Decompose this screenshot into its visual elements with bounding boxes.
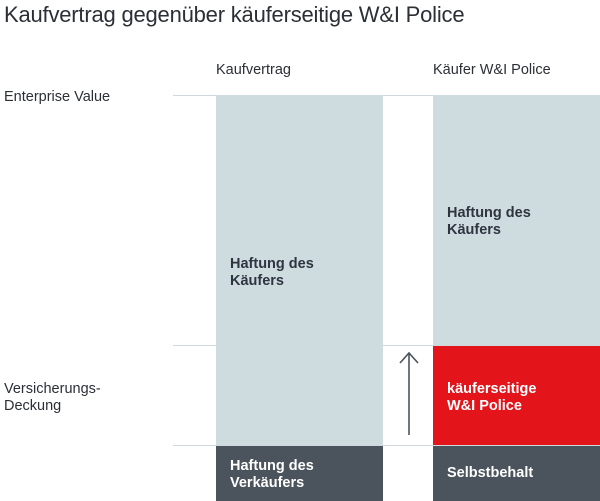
page-title: Kaufvertrag gegenüber käuferseitige W&I … bbox=[4, 2, 465, 27]
right-buyer-liability-label: Haftung des Käufers bbox=[447, 205, 531, 239]
enterprise-value-line bbox=[173, 95, 600, 96]
right-buyer-liability-line2: Käufers bbox=[447, 222, 501, 238]
left-buyer-liability-line1: Haftung des bbox=[230, 256, 314, 272]
column-header-wi-police: Käufer W&I Police bbox=[433, 62, 551, 78]
left-seller-liability-line1: Haftung des bbox=[230, 458, 314, 474]
row-label-enterprise-value: Enterprise Value bbox=[4, 89, 111, 105]
right-retention-label: Selbstbehalt bbox=[447, 465, 534, 481]
coverage-bottom-line bbox=[173, 445, 600, 446]
left-seller-liability-label: Haftung des Verkäufers bbox=[230, 458, 314, 492]
left-seller-liability-block: Haftung des Verkäufers bbox=[216, 446, 383, 501]
column-header-kaufvertrag: Kaufvertrag bbox=[216, 62, 291, 78]
row-label-coverage-line1: Versicherungs- bbox=[4, 381, 101, 397]
left-buyer-liability-block: Haftung des Käufers bbox=[216, 95, 383, 445]
right-retention-block: Selbstbehalt bbox=[433, 446, 600, 501]
left-buyer-liability-line2: Käufers bbox=[230, 273, 284, 289]
row-label-coverage-line2: Deckung bbox=[4, 398, 62, 414]
right-buyer-liability-line1: Haftung des bbox=[447, 205, 531, 221]
right-wi-policy-label: käuferseitige W&I Police bbox=[447, 381, 536, 415]
left-buyer-liability-label: Haftung des Käufers bbox=[230, 256, 314, 290]
right-wi-policy-block: käuferseitige W&I Police bbox=[433, 346, 600, 445]
up-arrow-icon bbox=[399, 351, 419, 435]
left-seller-liability-line2: Verkäufers bbox=[230, 475, 305, 491]
right-wi-policy-line1: käuferseitige bbox=[447, 381, 537, 397]
coverage-top-line bbox=[173, 345, 600, 346]
right-wi-policy-line2: W&I Police bbox=[447, 398, 522, 414]
right-buyer-liability-block: Haftung des Käufers bbox=[433, 95, 600, 345]
row-label-coverage: Versicherungs- Deckung bbox=[4, 381, 101, 415]
